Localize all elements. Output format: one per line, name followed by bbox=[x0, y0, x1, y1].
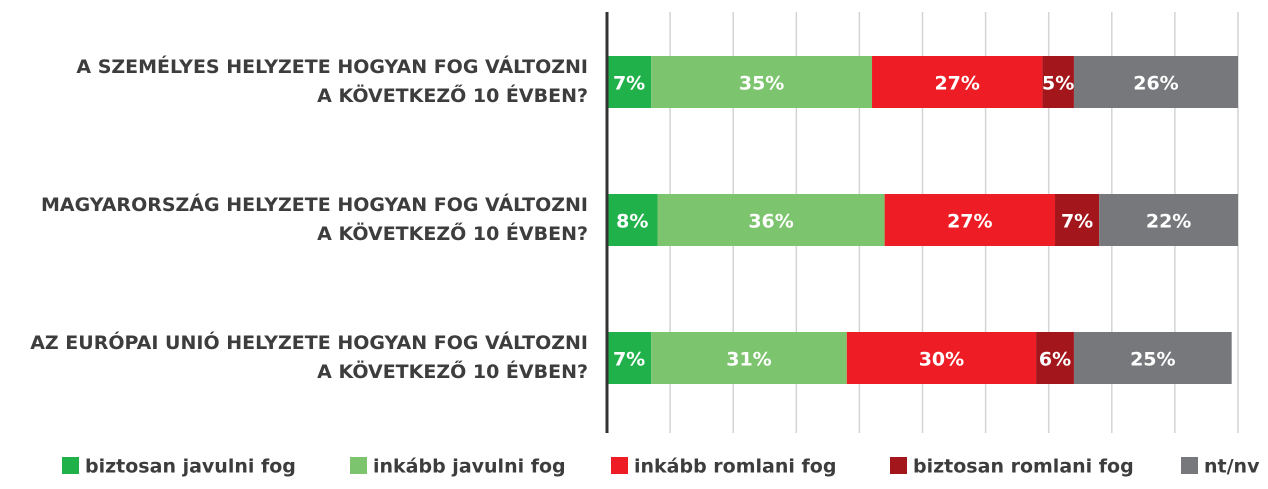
legend-label: biztosan javulni fog bbox=[85, 456, 296, 478]
bar-segment bbox=[1073, 56, 1238, 108]
legend-label: inkább javulni fog bbox=[373, 456, 566, 478]
value-label: 8% bbox=[616, 211, 648, 233]
bar-segment bbox=[607, 194, 658, 246]
value-label: 35% bbox=[739, 73, 784, 95]
legend-label: inkább romlani fog bbox=[634, 456, 836, 478]
bar-segment bbox=[1036, 332, 1074, 384]
bar-segment bbox=[607, 56, 652, 108]
value-label: 7% bbox=[1061, 211, 1093, 233]
bar-segment bbox=[651, 56, 873, 108]
value-label: 22% bbox=[1146, 211, 1191, 233]
bar-segment bbox=[1055, 194, 1100, 246]
value-label: 6% bbox=[1039, 349, 1071, 371]
bar-segment bbox=[1073, 332, 1232, 384]
legend-swatch bbox=[350, 457, 367, 474]
bar-segment bbox=[884, 194, 1056, 246]
value-label: 27% bbox=[947, 211, 992, 233]
value-label: 30% bbox=[919, 349, 964, 371]
value-label: 7% bbox=[613, 349, 645, 371]
legend-label: nt/nv bbox=[1204, 456, 1260, 478]
value-label: 25% bbox=[1130, 349, 1175, 371]
bar-segment bbox=[1099, 194, 1238, 246]
category-label: AZ EURÓPAI UNIÓ HELYZETE HOGYAN FOG VÁLT… bbox=[30, 332, 588, 383]
category-label: MAGYARORSZÁG HELYZETE HOGYAN FOG VÁLTOZN… bbox=[41, 194, 588, 245]
value-label: 5% bbox=[1042, 73, 1074, 95]
value-label: 36% bbox=[748, 211, 793, 233]
bar-segment bbox=[1042, 56, 1074, 108]
value-label: 27% bbox=[934, 73, 979, 95]
legend-swatch bbox=[611, 457, 628, 474]
category-label: A SZEMÉLYES HELYZETE HOGYAN FOG VÁLTOZNI… bbox=[76, 56, 588, 107]
bar-segment bbox=[607, 332, 652, 384]
value-label: 26% bbox=[1133, 73, 1178, 95]
legend-swatch bbox=[890, 457, 907, 474]
legend-swatch bbox=[62, 457, 79, 474]
bar-segment bbox=[872, 56, 1043, 108]
bar-segment bbox=[846, 332, 1037, 384]
legend-swatch bbox=[1181, 457, 1198, 474]
value-label: 31% bbox=[726, 349, 771, 371]
bar-segment bbox=[657, 194, 885, 246]
legend-label: biztosan romlani fog bbox=[913, 456, 1134, 478]
value-label: 7% bbox=[613, 73, 645, 95]
bar-segment bbox=[651, 332, 847, 384]
